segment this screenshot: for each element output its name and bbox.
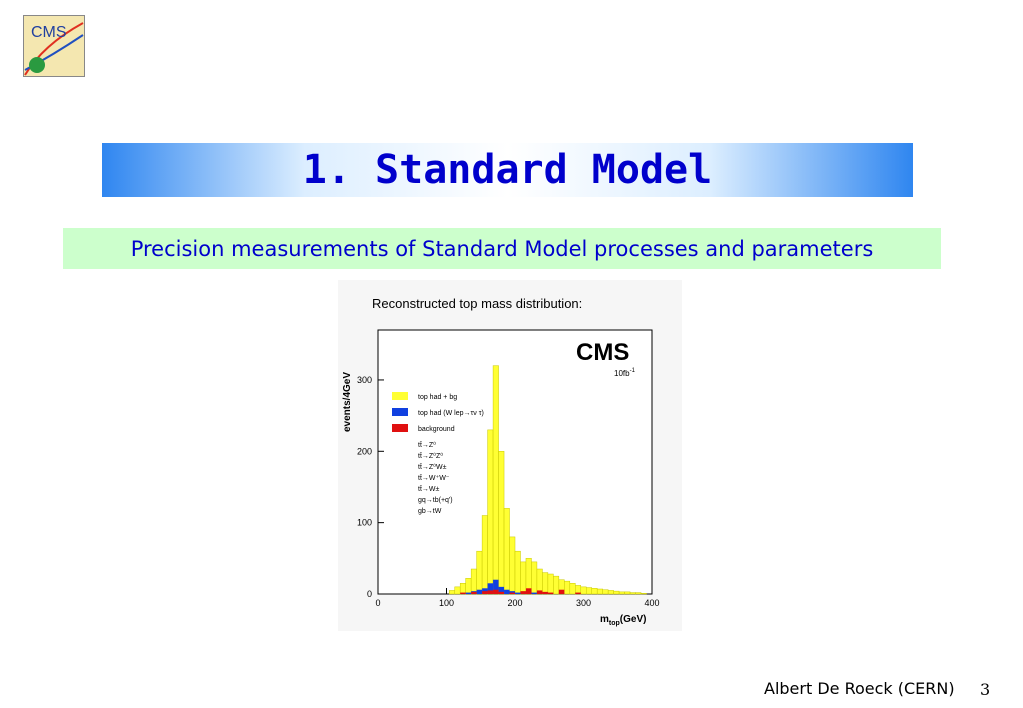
legend-swatch [392,424,408,432]
histogram-bar [536,590,543,594]
histogram-bar [596,588,603,595]
histogram-bar [531,561,538,595]
histogram-bar [471,591,477,594]
histogram-bar [509,536,516,595]
histogram-bar [459,583,466,595]
histogram-bar [536,568,543,595]
logo-text: CMS [31,24,67,41]
footer: Albert De Roeck (CERN) [764,679,955,698]
x-tick-label: 100 [439,598,454,608]
histogram-bar [607,590,614,595]
histogram-bar [635,592,642,595]
title-bar: 1. Standard Model [102,143,913,197]
y-tick-label: 200 [357,446,372,456]
histogram-bar [465,592,472,594]
legend-note: tt̄→W± [418,485,439,493]
histogram-bar [618,591,625,595]
slide-subtitle: Precision measurements of Standard Model… [130,236,874,261]
histogram-bar [470,568,477,595]
histogram-bar [493,579,499,594]
histogram-bar [454,586,461,595]
histogram-bar [493,589,499,594]
histogram-bar [476,589,483,594]
x-tick-label: 200 [507,598,522,608]
histogram-bar [569,583,576,595]
histogram-bar [520,591,526,594]
legend-label: background [418,426,455,433]
histogram-bar [525,588,532,594]
histogram-bar [487,590,494,594]
legend-note: tt̄→W⁺W⁻ [418,474,450,482]
histogram-bar [585,587,592,595]
subtitle-box: Precision measurements of Standard Model… [63,228,941,269]
histogram-bar [629,592,636,595]
histogram-bar [640,593,647,595]
x-tick-label: 400 [644,598,659,608]
legend-note: tt̄→Z⁰Z⁰ [418,452,443,460]
histogram-bar [531,592,537,594]
histogram-bar [509,592,515,594]
histogram-bar [624,591,631,595]
legend-note: tt̄→Z⁰ [418,441,436,449]
histogram-bar [503,508,510,595]
luminosity-value: 10fb [614,369,630,378]
histogram-bar [558,589,565,594]
histogram-bar [515,592,521,594]
x-tick-label: 300 [576,598,591,608]
y-axis-label: events/4GeV [342,372,353,432]
legend-note: gq→tb(+q') [418,497,453,504]
y-tick-label: 100 [357,518,372,528]
x-axis-label-part: top [609,620,620,627]
legend-swatch [392,408,408,416]
luminosity-label: 10fb-1 [614,368,636,378]
experiment-label: CMS [576,339,629,366]
histogram-bar [542,591,548,594]
y-tick-label: 300 [357,375,372,385]
histogram-bar [498,586,505,594]
histogram-bar [481,515,488,595]
histogram-bar [575,592,581,594]
legend-label: top had + bg [418,394,457,401]
legend-note: gb→tW [418,508,442,515]
histogram-bar [487,583,494,594]
histogram-bar [482,591,488,594]
histogram-bar [520,561,527,595]
histogram-bar [564,580,571,595]
histogram-bar [476,550,483,595]
histogram-bar [465,578,472,595]
histogram-bar [514,550,521,595]
histogram-bar [498,591,505,594]
chart: Reconstructed top mass distribution: 0 100… [342,296,660,627]
x-axis-label: mtop(GeV) [600,614,646,627]
legend-note: tt̄→Z⁰W± [418,463,447,471]
histogram-bar [448,590,455,595]
histogram-bar [602,589,609,595]
histogram-bar [460,592,466,594]
histogram-bar [504,589,510,594]
luminosity-exponent: -1 [630,368,636,374]
y-tick-label: 0 [367,589,372,599]
histogram-bar [498,451,505,595]
x-tick-label: 0 [375,598,380,608]
histogram-bar [542,572,549,595]
chart-title: Reconstructed top mass distribution: [372,296,582,311]
page-number: 3 [980,680,991,699]
legend-swatch [392,392,408,400]
histogram-bar [580,586,587,595]
histogram-bar [487,429,494,595]
slide-title: 1. Standard Model [302,147,713,193]
histogram-bar [613,590,620,595]
cms-logo: CMS [23,15,85,77]
legend-label: top had (W lep→τν τ) [418,410,484,417]
histogram-bar [492,365,499,595]
x-axis-label-part: (GeV) [620,614,647,625]
histogram-bar [547,592,554,594]
histogram-bar [553,575,560,595]
x-axis-label-part: m [600,614,609,625]
chart-panel: Reconstructed top mass distribution: 0 100… [338,280,682,631]
histogram-bar [591,588,598,595]
histogram-bar [547,573,554,595]
